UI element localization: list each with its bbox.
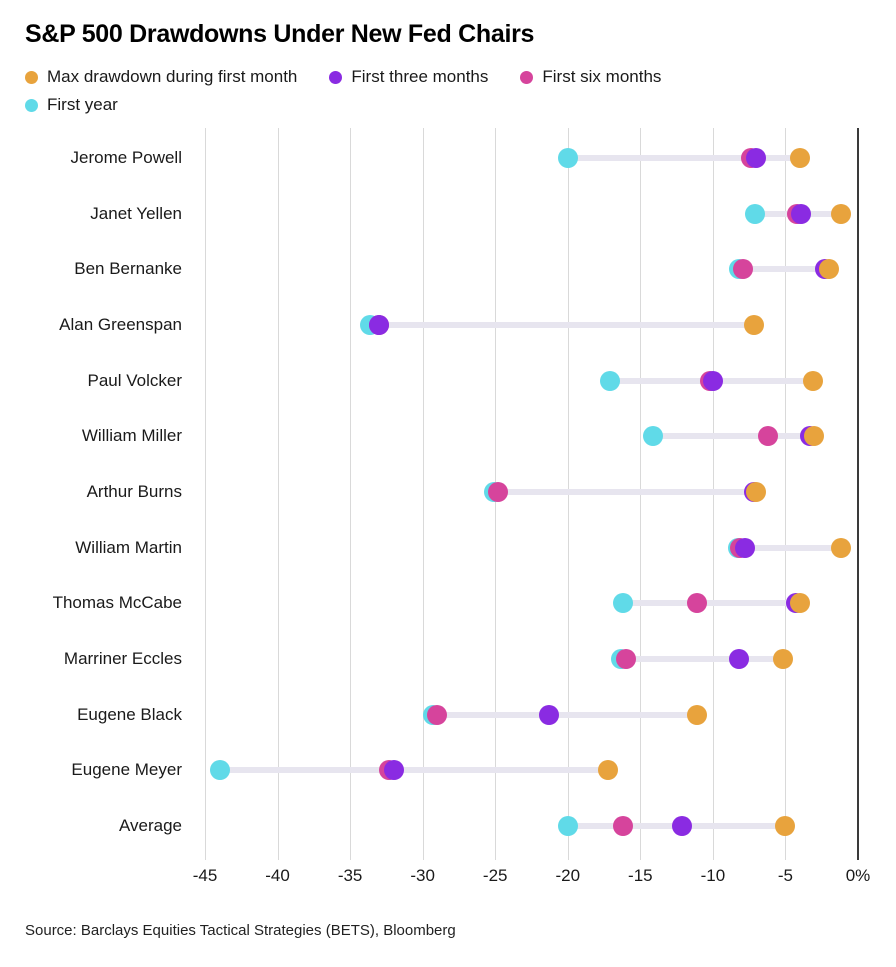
chair-label: Arthur Burns: [86, 481, 182, 501]
axis-tick-label: -15: [628, 866, 653, 885]
chair-label: Jerome Powell: [70, 148, 183, 167]
dot-first-six-months: [758, 426, 779, 447]
dot-max-drawdown-during-first-month: [746, 481, 767, 502]
dot-max-drawdown-during-first-month: [775, 815, 796, 836]
dot-first-year: [557, 815, 578, 836]
dot-first-six-months: [615, 648, 636, 669]
chair-label: William Miller: [81, 426, 182, 446]
legend-item-three-months: First three months: [329, 67, 488, 87]
dot-first-six-months: [612, 815, 633, 836]
connector-bar: [219, 767, 609, 774]
source-note: Source: Barclays Equities Tactical Strat…: [25, 922, 456, 939]
gridline: [422, 128, 424, 860]
legend-line-2: First year: [25, 91, 693, 119]
axis-tick-label: -10: [700, 866, 726, 885]
first-month-dot-icon: [25, 70, 38, 84]
axis-tick-label: -20: [555, 866, 581, 885]
chair-label: William Martin: [75, 537, 182, 557]
dot-first-year: [557, 148, 578, 168]
gridline: [785, 128, 787, 860]
dot-max-drawdown-during-first-month: [743, 314, 764, 335]
legend-label-six-months: First six months: [542, 67, 662, 86]
gridline: [205, 128, 206, 860]
gridline: [277, 128, 279, 860]
legend: Max drawdown during first month First th…: [25, 63, 693, 119]
legend-label-first-year: First year: [47, 95, 118, 114]
legend-item-first-month: Max drawdown during first month: [25, 67, 297, 87]
dot-max-drawdown-during-first-month: [804, 426, 825, 447]
chair-label: Ben Bernanke: [74, 259, 182, 279]
dot-max-drawdown-during-first-month: [772, 648, 793, 669]
connector-bar: [621, 655, 783, 662]
connector-bar: [432, 711, 697, 718]
dot-first-six-months: [488, 481, 509, 502]
dot-first-year: [744, 203, 765, 224]
first-year-dot-icon: [25, 98, 38, 112]
dot-first-three-months: [383, 760, 404, 781]
dot-plot: -45 -40 -35 -30 -25 -20 -15 -10 -5 0% Jerome Powel…: [0, 128, 896, 894]
dot-first-six-months: [686, 593, 707, 614]
chair-label: Paul Volcker: [87, 370, 183, 390]
dot-first-three-months: [791, 203, 812, 224]
chair-label: Eugene Meyer: [71, 760, 182, 780]
dot-max-drawdown-during-first-month: [598, 760, 619, 781]
axis-tick-label: -5: [777, 866, 793, 885]
dot-first-six-months: [427, 704, 448, 725]
dot-first-three-months: [672, 815, 693, 836]
connector-bar: [370, 321, 754, 328]
dot-first-year: [599, 370, 620, 391]
dot-max-drawdown-during-first-month: [830, 537, 851, 558]
chart-title: S&P 500 Drawdowns Under New Fed Chairs: [25, 20, 535, 48]
dot-max-drawdown-during-first-month: [789, 593, 810, 614]
chair-label: Thomas McCabe: [52, 593, 182, 613]
connector-bar: [567, 155, 800, 161]
dot-first-year: [643, 426, 664, 447]
legend-label-three-months: First three months: [351, 67, 489, 86]
chair-label: Janet Yellen: [90, 203, 182, 223]
axis-tick-label: -45: [192, 866, 218, 885]
legend-label-first-month: Max drawdown during first month: [47, 67, 298, 86]
dot-max-drawdown-during-first-month: [789, 148, 810, 168]
axis-tick-label: -25: [482, 866, 508, 885]
dot-max-drawdown-during-first-month: [686, 704, 707, 725]
connector-bar: [493, 488, 757, 495]
axis-tick-label: -40: [265, 866, 290, 885]
connector-bar: [653, 433, 815, 440]
dot-first-three-months: [746, 148, 767, 168]
chair-label: Average: [118, 815, 182, 835]
dot-first-year: [209, 760, 230, 781]
dot-max-drawdown-during-first-month: [803, 370, 824, 391]
chair-label: Eugene Black: [77, 704, 182, 724]
dot-first-three-months: [369, 314, 390, 335]
dot-first-three-months: [734, 537, 755, 558]
dot-first-three-months: [729, 648, 749, 669]
dot-first-six-months: [733, 259, 754, 280]
six-months-dot-icon: [520, 70, 534, 84]
chair-label: Marriner Eccles: [63, 648, 182, 668]
dot-first-year: [612, 593, 633, 614]
chair-label: Alan Greenspan: [59, 314, 182, 334]
dot-max-drawdown-during-first-month: [818, 259, 839, 280]
dot-first-three-months: [538, 704, 559, 725]
connector-bar: [737, 544, 841, 551]
dot-first-three-months: [702, 370, 723, 391]
legend-item-six-months: First six months: [520, 67, 661, 87]
legend-line-1: Max drawdown during first month First th…: [25, 63, 693, 91]
connector-bar: [739, 266, 829, 273]
dot-max-drawdown-during-first-month: [830, 203, 851, 224]
zero-axis-line: [857, 128, 859, 860]
connector-bar: [622, 600, 800, 607]
three-months-dot-icon: [329, 70, 343, 84]
gridline: [350, 128, 352, 860]
axis-tick-label: 0%: [845, 866, 871, 885]
legend-item-first-year: First year: [25, 95, 118, 115]
axis-tick-label: -30: [410, 866, 435, 885]
axis-tick-label: -35: [337, 866, 363, 885]
